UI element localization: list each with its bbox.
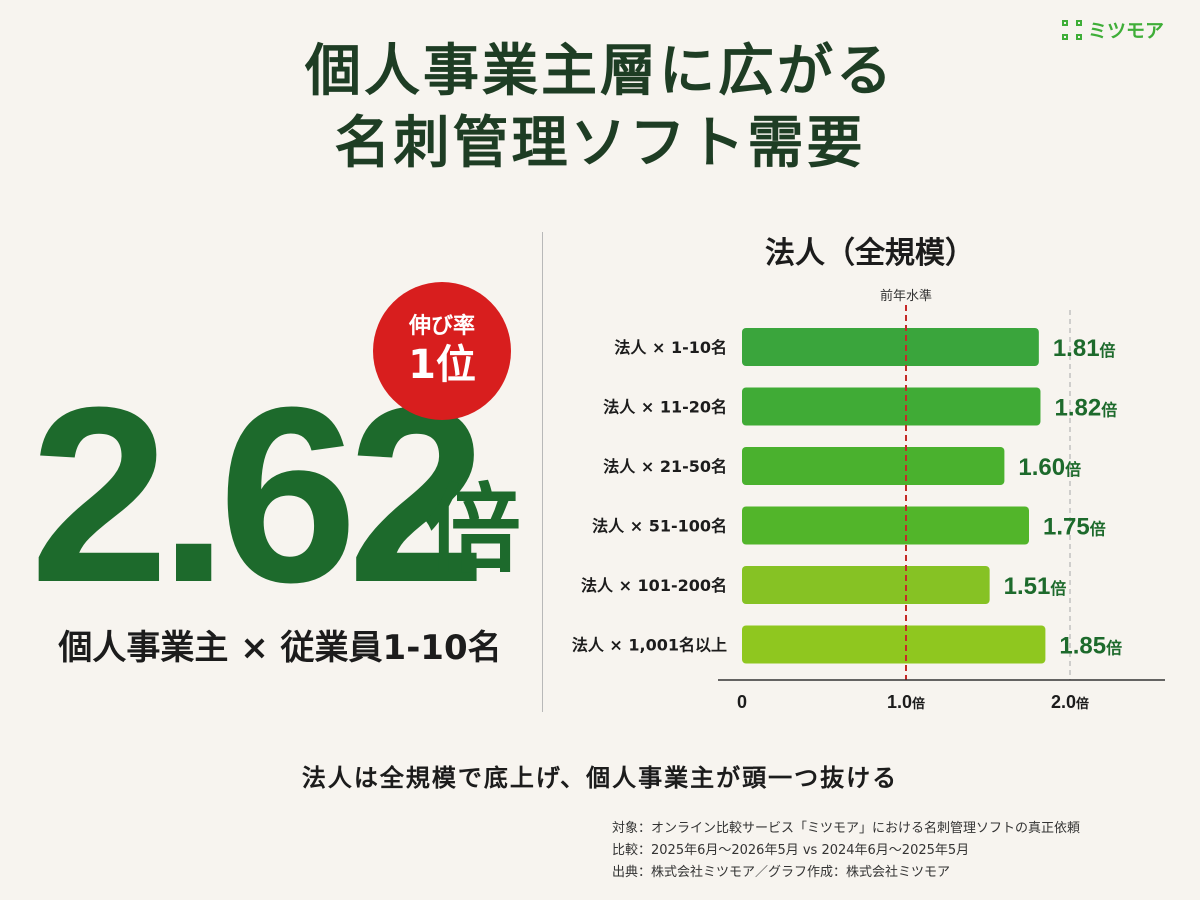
x-tick-label-1: 0 (737, 692, 747, 712)
category-label-6: 法人 × 1,001名以上 (572, 636, 727, 655)
value-unit-4: 倍 (1090, 520, 1106, 539)
category-label-2: 法人 × 11-20名 (603, 398, 727, 417)
value-unit-5: 倍 (1050, 579, 1066, 598)
section-divider (542, 232, 543, 712)
bar-5 (742, 566, 990, 604)
value-unit-6: 倍 (1106, 639, 1122, 658)
note-source: 出典：株式会社ミツモア／グラフ作成：株式会社ミツモア (612, 865, 951, 880)
bar-2 (742, 387, 1041, 426)
category-label-5: 法人 × 101-200名 (581, 576, 727, 595)
category-label-1: 法人 × 1-10名 (614, 338, 727, 357)
badge-line-1: 伸び率 (408, 314, 475, 339)
value-unit-2: 倍 (1101, 401, 1117, 420)
bar-6 (742, 625, 1046, 664)
x-tick-label-2: 1.0倍 (887, 692, 925, 712)
page-title: 個人事業主層に広がる 名刺管理ソフト需要 (0, 36, 1200, 180)
brand-logo: ミツモア (1061, 16, 1164, 43)
title-line-2: 名刺管理ソフト需要 (334, 111, 866, 176)
note-target: 対象：オンライン比較サービス「ミツモア」における名刺管理ソフトの真正依頼 (612, 821, 1081, 836)
value-unit-1: 倍 (1100, 341, 1116, 360)
x-tick-unit-2: 倍 (912, 696, 925, 711)
value-label-4: 1.75倍 (1043, 514, 1106, 541)
source-notes: 対象：オンライン比較サービス「ミツモア」における名刺管理ソフトの真正依頼 比較：… (612, 818, 1080, 884)
value-label-6: 1.85倍 (1059, 633, 1122, 660)
value-label-2: 1.82倍 (1054, 395, 1117, 422)
value-label-1: 1.81倍 (1053, 335, 1116, 362)
bar-1 (742, 328, 1039, 366)
chart-title: 法人（全規模） (765, 236, 975, 271)
bar-3 (742, 447, 1005, 485)
value-label-5: 1.51倍 (1004, 573, 1067, 600)
category-label-4: 法人 × 51-100名 (592, 517, 727, 536)
category-label-3: 法人 × 21-50名 (603, 457, 727, 476)
brand-name: ミツモア (1087, 20, 1164, 42)
reference-line-label: 前年水準 (880, 288, 932, 304)
highlight-label: 個人事業主 × 従業員1-10名 (58, 628, 502, 668)
x-tick-unit-3: 倍 (1076, 696, 1089, 711)
value-unit-3: 倍 (1065, 460, 1081, 479)
title-line-1: 個人事業主層に広がる (305, 39, 895, 104)
bar-4 (742, 506, 1029, 545)
highlight-unit: 倍 (425, 474, 521, 586)
value-label-3: 1.60倍 (1018, 454, 1081, 481)
summary-caption: 法人は全規模で底上げ、個人事業主が頭一つ抜ける (301, 764, 899, 792)
badge-line-2: 1位 (408, 342, 476, 388)
logo-icon (1061, 19, 1082, 40)
x-tick-label-3: 2.0倍 (1051, 692, 1089, 712)
growth-rank-badge: 伸び率 1位 (373, 282, 511, 420)
note-comparison: 比較：2025年6月〜2026年5月 vs 2024年6月〜2025年5月 (612, 843, 970, 858)
